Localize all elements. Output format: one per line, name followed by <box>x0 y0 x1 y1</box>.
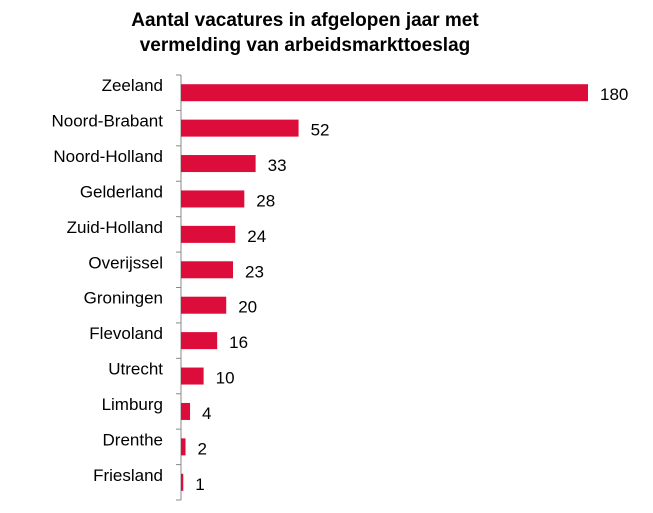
chart-title: Aantal vacatures in afgelopen jaar met <box>131 10 479 31</box>
bar <box>181 296 227 314</box>
y-tick-label: Zuid-Holland <box>67 218 163 237</box>
bar <box>181 473 184 491</box>
y-tick-label: Noord-Brabant <box>51 112 163 131</box>
y-tick-label: Zeeland <box>102 76 163 95</box>
data-label: 4 <box>202 404 211 423</box>
chart-title: vermelding van arbeidsmarkttoeslag <box>140 35 471 56</box>
bar <box>181 261 234 279</box>
bar <box>181 367 204 385</box>
bar <box>181 402 191 420</box>
y-tick-label: Limburg <box>102 395 163 414</box>
data-label: 33 <box>268 156 287 175</box>
data-label: 1 <box>195 475 204 494</box>
bar <box>181 84 588 102</box>
y-tick-label: Overijssel <box>88 253 163 272</box>
bar <box>181 225 236 243</box>
data-label: 10 <box>216 369 235 388</box>
data-label: 52 <box>311 121 330 140</box>
data-label: 24 <box>247 227 266 246</box>
bar <box>181 155 256 173</box>
y-tick-label: Drenthe <box>103 430 163 449</box>
bar <box>181 332 218 350</box>
y-tick-label: Friesland <box>93 466 163 485</box>
y-tick-label: Gelderland <box>80 182 163 201</box>
data-label: 180 <box>600 85 628 104</box>
bar <box>181 190 245 208</box>
bar <box>181 438 186 456</box>
data-label: 20 <box>238 298 257 317</box>
data-label: 28 <box>256 191 275 210</box>
y-tick-label: Flevoland <box>89 324 163 343</box>
data-label: 23 <box>245 262 264 281</box>
y-tick-label: Groningen <box>84 289 163 308</box>
data-label: 2 <box>198 439 207 458</box>
y-tick-label: Utrecht <box>108 360 163 379</box>
data-label: 16 <box>229 333 248 352</box>
bar <box>181 119 299 137</box>
y-tick-label: Noord-Holland <box>53 147 163 166</box>
